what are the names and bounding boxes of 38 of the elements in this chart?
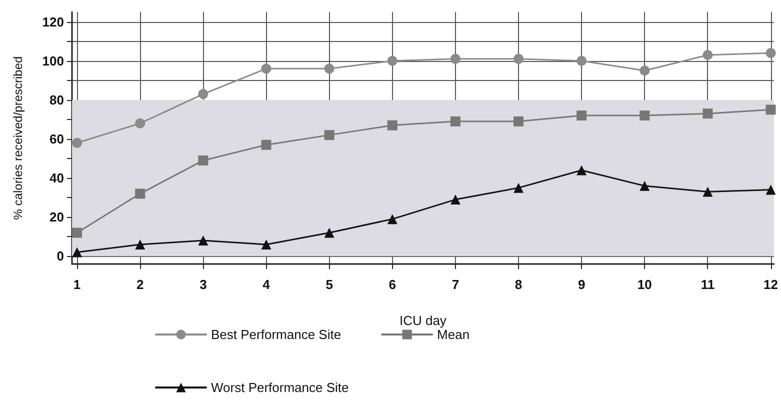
point xyxy=(766,48,776,58)
legend-label: Worst Performance Site xyxy=(211,380,349,395)
point xyxy=(261,64,272,74)
point xyxy=(135,239,146,250)
y-tick-label: 40 xyxy=(50,170,64,186)
point xyxy=(640,66,650,76)
x-tick-label: 2 xyxy=(136,277,144,292)
point xyxy=(450,54,460,64)
x-tick-label: 10 xyxy=(637,277,652,292)
point xyxy=(261,239,272,250)
y-tick-label: 0 xyxy=(56,248,64,264)
y-tick-label: 100 xyxy=(42,53,64,68)
x-tick-label: 5 xyxy=(326,277,333,292)
point xyxy=(514,54,524,64)
x-tick-label: 11 xyxy=(700,277,715,292)
y-axis-title: % calories received/prescribed xyxy=(11,56,25,220)
x-tick-label: 6 xyxy=(388,277,396,292)
x-tick-label: 8 xyxy=(514,277,522,292)
y-tick-label: 80 xyxy=(50,92,64,108)
point xyxy=(324,64,334,74)
y-tick-label: 120 xyxy=(42,14,64,30)
point xyxy=(198,236,208,246)
point xyxy=(702,50,713,60)
legend-label: Best Performance Site xyxy=(211,327,342,342)
point xyxy=(576,56,587,66)
y-tick-label: 20 xyxy=(50,210,64,225)
x-tick-label: 3 xyxy=(200,277,207,292)
legend-label: Mean xyxy=(437,327,470,342)
point xyxy=(387,56,398,66)
x-tick-label: 4 xyxy=(262,277,271,292)
x-tick-label: 12 xyxy=(764,277,778,292)
x-tick-label: 9 xyxy=(578,277,586,292)
x-tick-label: 7 xyxy=(452,277,460,292)
point xyxy=(198,89,208,100)
point xyxy=(72,247,82,258)
x-tick-label: 1 xyxy=(73,277,81,292)
x-axis-title: ICU day xyxy=(399,313,447,328)
y-tick-label: 60 xyxy=(50,131,64,146)
